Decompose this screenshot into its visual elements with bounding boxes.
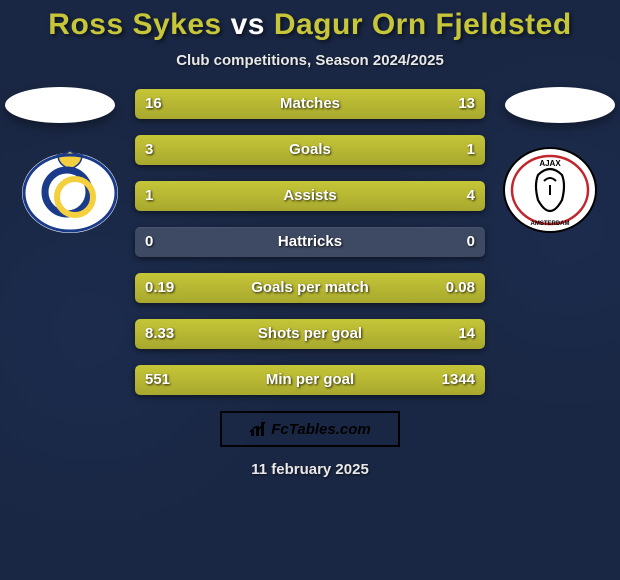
player2-platform xyxy=(505,87,615,123)
stat-bars: Matches1613 Goals31 Assists14 Hattricks0 0 Go… xyxy=(135,87,485,395)
bar-fill-right xyxy=(328,89,486,119)
svg-text:AMSTERDAM: AMSTERDAM xyxy=(531,221,570,227)
bar-fill-left xyxy=(135,273,380,303)
stat-bar-row: Assists14 xyxy=(135,181,485,211)
bar-label: Hattricks xyxy=(135,227,485,257)
stat-bar-row: Min per goal5511344 xyxy=(135,365,485,395)
bar-value-left: 0 xyxy=(145,227,153,257)
vs-text: vs xyxy=(231,8,265,41)
comparison-title: Ross Sykes vs Dagur Orn Fjeldsted xyxy=(0,0,620,42)
bar-fill-right xyxy=(237,365,486,395)
bar-fill-left xyxy=(135,135,398,165)
bar-fill-right xyxy=(398,135,486,165)
stat-bar-row: Matches1613 xyxy=(135,89,485,119)
svg-text:AJAX: AJAX xyxy=(539,159,561,168)
stat-bar-row: Goals31 xyxy=(135,135,485,165)
bar-fill-right xyxy=(265,319,486,349)
player2-name: Dagur Orn Fjeldsted xyxy=(274,8,572,41)
bar-fill-left xyxy=(135,319,265,349)
player1-name: Ross Sykes xyxy=(48,8,221,41)
stat-bar-row: Shots per goal8.3314 xyxy=(135,319,485,349)
union-sg-logo xyxy=(20,145,120,235)
bar-value-right: 0 xyxy=(467,227,475,257)
bar-fill-left xyxy=(135,181,205,211)
bar-fill-left xyxy=(135,365,237,395)
stat-bar-row: Goals per match0.190.08 xyxy=(135,273,485,303)
bar-fill-left xyxy=(135,89,328,119)
brand-suffix: Tables.com xyxy=(289,421,371,438)
stat-bar-row: Hattricks0 0 xyxy=(135,227,485,257)
player1-platform xyxy=(5,87,115,123)
bar-fill-right xyxy=(205,181,485,211)
ajax-logo: AJAX AMSTERDAM xyxy=(500,145,600,235)
bar-fill-right xyxy=(380,273,485,303)
brand-text: FcTables.com xyxy=(271,421,371,438)
comparison-stage: AJAX AMSTERDAM Matches1613 Goals31 Assists… xyxy=(0,87,620,395)
